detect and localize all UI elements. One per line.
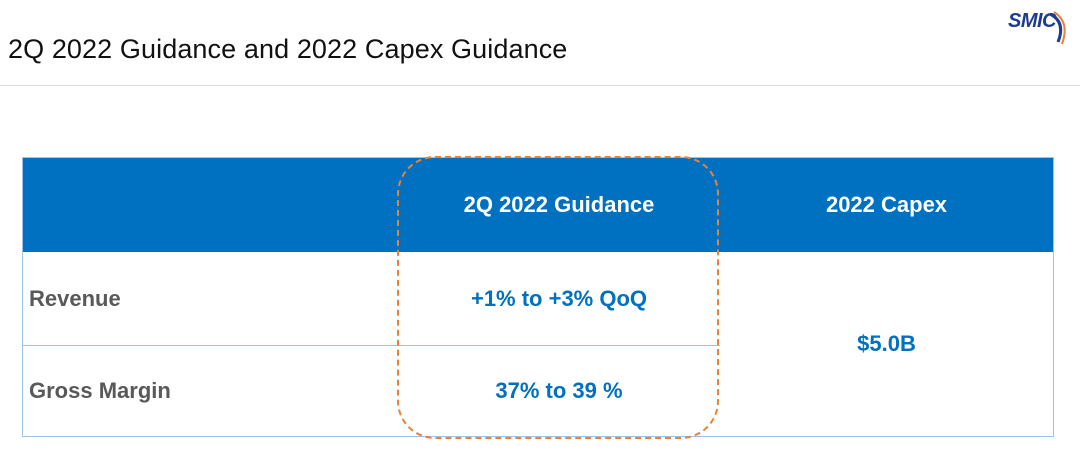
header-cell-blank	[23, 158, 398, 252]
table-header: 2Q 2022 Guidance 2022 Capex	[23, 158, 1053, 252]
revenue-guidance-value: +1% to +3% QoQ	[470, 285, 648, 311]
header-cell-guidance: 2Q 2022 Guidance	[463, 192, 655, 217]
row-label-revenue: Revenue	[29, 285, 121, 311]
logo-arc-icon	[1049, 11, 1066, 45]
title-divider	[0, 85, 1080, 86]
guidance-table: 2Q 2022 Guidance 2022 Capex Revenue +1% …	[22, 157, 1054, 437]
capex-value: $5.0B	[857, 331, 916, 356]
row-label-gross-margin: Gross Margin	[29, 378, 171, 403]
logo-text: SMIC	[1008, 10, 1057, 32]
gross-margin-guidance-value: 37% to 39 %	[495, 378, 623, 403]
slide-title: 2Q 2022 Guidance and 2022 Capex Guidance	[8, 34, 568, 64]
row-divider	[23, 345, 720, 346]
smic-logo: SMIC	[1008, 8, 1068, 48]
header-cell-capex: 2022 Capex	[825, 192, 948, 217]
